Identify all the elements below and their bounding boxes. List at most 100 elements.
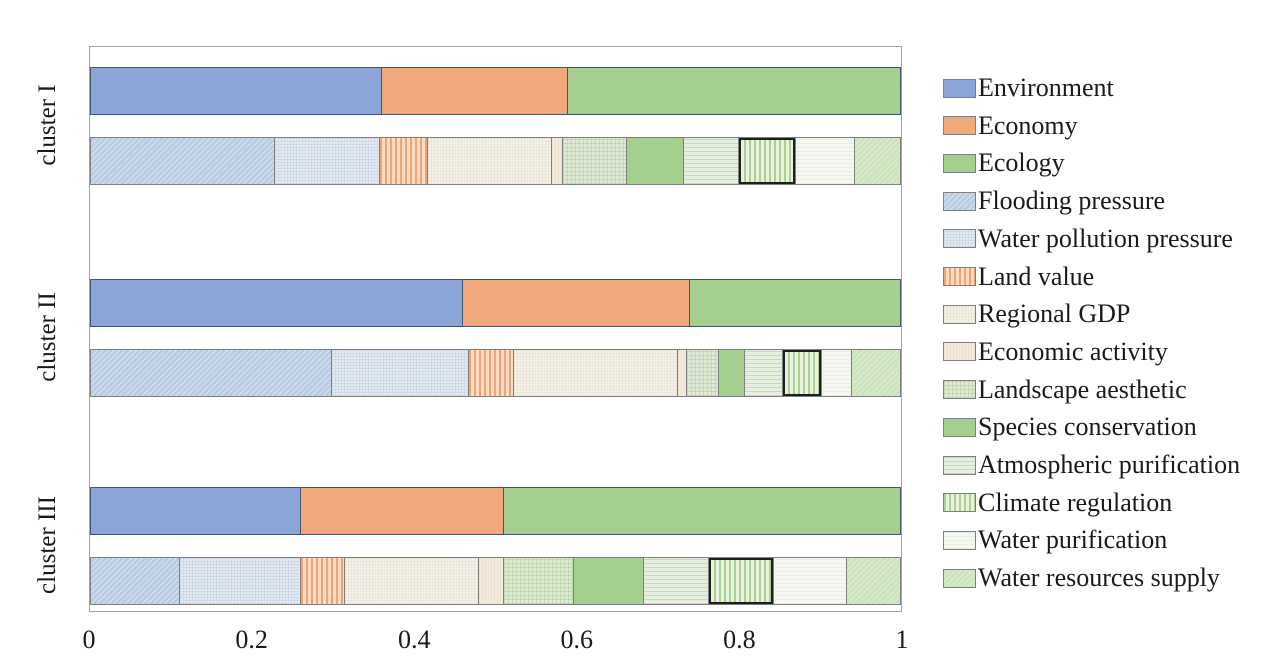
legend-label: Economy	[978, 110, 1078, 140]
segment-water-resources-supply	[846, 558, 900, 604]
flooding-pressure-swatch-icon	[943, 191, 976, 211]
water-resources-supply-swatch-icon	[943, 568, 976, 588]
segment-environment	[91, 68, 383, 114]
segment-ecology	[568, 68, 900, 114]
legend-item-flooding-pressure: Flooding pressure	[943, 188, 1165, 214]
legend-label: Water pollution pressure	[978, 223, 1233, 253]
legend-label: Land value	[978, 261, 1095, 291]
landscape-aesthetic-swatch-icon	[943, 380, 976, 400]
cluster-2-main-bar	[90, 279, 901, 327]
segment-land-value	[301, 558, 345, 604]
segment-economy	[463, 280, 690, 326]
legend-label: Economic activity	[978, 336, 1168, 366]
segment-water-purification	[773, 558, 847, 604]
segment-species-conservation	[573, 558, 645, 604]
segment-flooding-pressure	[91, 558, 180, 604]
segment-economy	[301, 488, 504, 534]
economy-swatch-icon	[943, 116, 976, 136]
legend-item-water-resources-supply: Water resources supply	[943, 565, 1220, 591]
segment-regional-gdp	[345, 558, 480, 604]
segment-ecology	[689, 280, 900, 326]
legend-label: Flooding pressure	[978, 186, 1166, 216]
legend-item-landscape-aesthetic: Landscape aesthetic	[943, 374, 1187, 404]
regional-gdp-swatch-icon	[943, 304, 976, 324]
segment-water-pollution-pressure	[332, 350, 469, 396]
environment-swatch-icon	[943, 78, 976, 98]
species-conservation-swatch-icon	[943, 417, 976, 437]
segment-water-resources-supply	[852, 350, 900, 396]
economic-activity-swatch-icon	[943, 342, 976, 362]
legend-item-land-value: Land value	[943, 261, 1095, 291]
legend-label: Species conservation	[978, 412, 1197, 442]
ecology-swatch-icon	[943, 153, 976, 173]
segment-economy	[382, 68, 569, 114]
segment-environment	[91, 488, 302, 534]
cluster-1-sub-bar	[90, 137, 901, 185]
legend-item-ecology: Ecology	[943, 150, 1065, 176]
segment-water-pollution-pressure	[179, 558, 302, 604]
segment-water-resources-supply	[855, 138, 900, 184]
y-axis-label-cluster-3: cluster III	[34, 496, 61, 594]
segment-species-conservation	[718, 350, 746, 396]
legend-label: Atmospheric purification	[978, 450, 1241, 479]
segment-water-purification	[822, 350, 853, 396]
segment-climate-regulation	[709, 558, 774, 604]
legend-label: Ecology	[978, 148, 1065, 178]
segment-landscape-aesthetic	[687, 350, 719, 396]
segment-atmospheric-purification	[683, 138, 739, 184]
legend-item-economy: Economy	[943, 110, 1078, 140]
segment-water-purification	[795, 138, 856, 184]
climate-regulation-swatch-icon	[943, 493, 976, 513]
water-purification-swatch-icon	[943, 530, 976, 550]
water-pollution-pressure-swatch-icon	[943, 229, 976, 249]
segment-climate-regulation	[782, 350, 823, 396]
legend-label: Water purification	[978, 525, 1168, 555]
segment-atmospheric-purification	[644, 558, 710, 604]
y-axis-label-cluster-1: cluster I	[34, 84, 61, 166]
x-axis-tick-label: 0.6	[560, 625, 594, 654]
legend-label: Regional GDP	[978, 299, 1131, 329]
segment-climate-regulation	[738, 138, 796, 184]
y-axis-label-cluster-2: cluster II	[34, 292, 61, 382]
segment-land-value	[379, 138, 429, 184]
cluster-3-sub-bar	[90, 557, 901, 605]
segment-environment	[91, 280, 464, 326]
legend-label: Climate regulation	[978, 487, 1173, 517]
atmospheric-purification-swatch-icon	[943, 455, 976, 475]
cluster-3-main-bar	[90, 487, 901, 535]
x-axis-tick-label: 0	[82, 625, 96, 654]
cluster-1-main-bar	[90, 67, 901, 115]
land-value-swatch-icon	[943, 267, 976, 286]
segment-economic-activity	[677, 350, 688, 396]
segment-economic-activity	[552, 138, 563, 184]
segment-flooding-pressure	[91, 350, 333, 396]
legend-label: Water resources supply	[978, 563, 1220, 593]
legend-item-species-conservation: Species conservation	[943, 414, 1197, 440]
segment-regional-gdp	[514, 350, 678, 396]
cluster-2-sub-bar	[90, 349, 901, 397]
legend-item-climate-regulation: Climate regulation	[943, 487, 1173, 517]
segment-atmospheric-purification	[745, 350, 783, 396]
x-axis-tick-label: 0.8	[723, 625, 756, 654]
legend-item-regional-gdp: Regional GDP	[943, 301, 1130, 327]
plot-area	[89, 46, 902, 612]
legend-item-economic-activity: Economic activity	[943, 336, 1168, 366]
segment-economic-activity	[479, 558, 505, 604]
x-axis-tick-label: 0.4	[397, 625, 431, 654]
segment-landscape-aesthetic	[504, 558, 574, 604]
segment-regional-gdp	[428, 138, 553, 184]
legend-label: Landscape aesthetic	[978, 374, 1187, 404]
legend-label: Environment	[978, 73, 1114, 102]
segment-landscape-aesthetic	[562, 138, 627, 184]
segment-land-value	[468, 350, 515, 396]
segment-species-conservation	[626, 138, 684, 184]
x-axis-tick-label: 0.2	[235, 625, 268, 654]
legend-item-environment: Environment	[943, 75, 1114, 101]
segment-ecology	[503, 488, 900, 534]
legend-item-water-purification: Water purification	[943, 527, 1167, 553]
x-axis-tick-label: 1	[895, 625, 909, 654]
legend-item-atmospheric-purification: Atmospheric purification	[943, 452, 1240, 478]
segment-flooding-pressure	[91, 138, 276, 184]
legend-item-water-pollution-pressure: Water pollution pressure	[943, 223, 1233, 253]
